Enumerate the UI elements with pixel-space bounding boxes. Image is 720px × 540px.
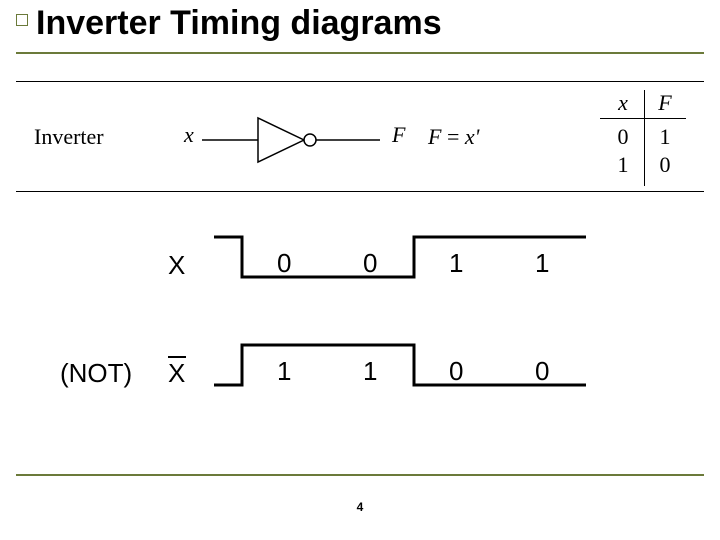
row-bottom-rule <box>16 191 704 192</box>
slide-title: Inverter Timing diagrams <box>36 4 442 43</box>
gate-output-label: F <box>392 122 405 148</box>
inverter-gate-symbol <box>180 100 410 180</box>
eqn-eq: = <box>447 124 465 149</box>
timing-prefix: (NOT) <box>60 358 132 389</box>
gate-name-label: Inverter <box>34 124 104 150</box>
timing-value: 1 <box>535 248 549 279</box>
gate-input-label: x <box>184 122 194 148</box>
timing-value: 0 <box>535 356 549 387</box>
timing-signal-label: X <box>168 358 185 389</box>
timing-value: 1 <box>449 248 463 279</box>
page-number: 4 <box>0 500 720 514</box>
timing-value: 1 <box>363 356 377 387</box>
truth-r0c1: 1 <box>650 124 680 150</box>
eqn-lhs: F <box>428 124 441 149</box>
truth-vline <box>644 90 645 186</box>
timing-signal-label: X <box>168 250 185 281</box>
truth-r1c0: 1 <box>608 152 638 178</box>
timing-value: 0 <box>449 356 463 387</box>
truth-header-f: F <box>650 90 680 116</box>
timing-value: 0 <box>363 248 377 279</box>
timing-value: 1 <box>277 356 291 387</box>
overbar <box>168 356 186 358</box>
truth-table: x F 0 1 1 0 <box>600 90 690 190</box>
truth-r0c0: 0 <box>608 124 638 150</box>
row-top-rule <box>16 81 704 82</box>
title-underline <box>16 52 704 54</box>
truth-hline <box>600 118 686 119</box>
slide-container: Inverter Timing diagrams Inverter x F F … <box>0 0 720 540</box>
title-bullet <box>16 14 28 26</box>
eqn-rhs: x' <box>465 124 479 149</box>
truth-header-x: x <box>608 90 638 116</box>
footer-underline <box>16 474 704 476</box>
gate-equation: F = x' <box>428 124 479 150</box>
timing-value: 0 <box>277 248 291 279</box>
truth-r1c1: 0 <box>650 152 680 178</box>
